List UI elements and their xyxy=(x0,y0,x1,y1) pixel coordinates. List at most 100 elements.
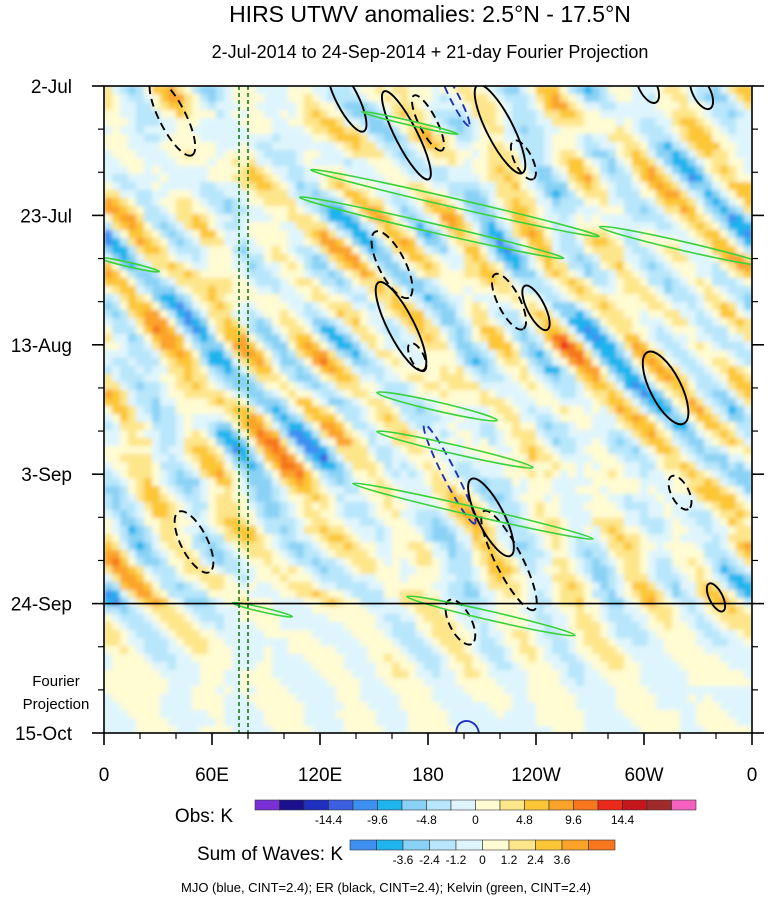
field-cell xyxy=(200,110,209,119)
field-cell xyxy=(352,238,361,247)
field-cell xyxy=(280,502,289,511)
field-cell xyxy=(624,494,633,503)
field-cell xyxy=(104,286,113,295)
field-cell xyxy=(544,462,553,471)
field-cell xyxy=(280,350,289,359)
field-cell xyxy=(600,294,609,303)
field-cell xyxy=(264,278,273,287)
field-cell xyxy=(200,278,209,287)
field-cell xyxy=(200,366,209,375)
field-cell xyxy=(368,478,377,487)
field-cell xyxy=(600,454,609,463)
field-cell xyxy=(312,318,321,327)
field-cell xyxy=(288,478,297,487)
field-cell xyxy=(256,190,265,199)
field-cell xyxy=(528,246,537,255)
field-cell xyxy=(600,350,609,359)
field-cell xyxy=(424,174,433,183)
field-cell xyxy=(504,486,513,495)
field-cell xyxy=(640,158,649,167)
field-cell xyxy=(744,390,752,399)
field-cell xyxy=(240,438,249,447)
field-cell xyxy=(640,142,649,151)
field-cell xyxy=(152,414,161,423)
field-cell xyxy=(448,542,457,551)
field-cell xyxy=(152,310,161,319)
field-cell xyxy=(576,102,585,111)
field-cell xyxy=(448,478,457,487)
field-cell xyxy=(512,206,521,215)
field-cell xyxy=(688,310,697,319)
field-cell xyxy=(728,190,737,199)
field-cell xyxy=(480,110,489,119)
field-cell xyxy=(288,446,297,455)
field-cell xyxy=(344,294,353,303)
field-cell xyxy=(440,182,449,191)
field-cell xyxy=(328,414,337,423)
field-cell xyxy=(616,198,625,207)
field-cell xyxy=(168,238,177,247)
field-cell xyxy=(408,254,417,263)
field-cell xyxy=(216,390,225,399)
field-cell xyxy=(296,102,305,111)
field-cell xyxy=(328,334,337,343)
field-cell xyxy=(488,278,497,287)
field-cell xyxy=(696,230,705,239)
field-cell xyxy=(640,86,649,95)
field-cell xyxy=(400,102,409,111)
field-cell xyxy=(320,318,329,327)
field-cell xyxy=(256,526,265,535)
field-cell xyxy=(704,262,713,271)
field-cell xyxy=(160,302,169,311)
field-cell xyxy=(504,190,513,199)
field-cell xyxy=(136,470,145,479)
field-cell xyxy=(184,318,193,327)
field-cell xyxy=(144,438,153,447)
field-cell xyxy=(480,238,489,247)
field-cell xyxy=(712,534,721,543)
field-cell xyxy=(312,126,321,135)
field-cell xyxy=(208,174,217,183)
field-cell xyxy=(384,262,393,271)
field-cell xyxy=(408,222,417,231)
field-cell xyxy=(696,238,705,247)
field-cell xyxy=(736,110,745,119)
field-cell xyxy=(376,182,385,191)
field-cell xyxy=(488,374,497,383)
field-cell xyxy=(424,510,433,519)
field-cell xyxy=(136,174,145,183)
field-cell xyxy=(328,574,337,583)
field-cell xyxy=(536,142,545,151)
field-cell xyxy=(712,446,721,455)
field-cell xyxy=(200,302,209,311)
field-cell xyxy=(104,446,113,455)
field-cell xyxy=(272,310,281,319)
field-cell xyxy=(552,438,561,447)
field-cell xyxy=(360,270,369,279)
field-cell xyxy=(472,190,481,199)
field-cell xyxy=(304,510,313,519)
field-cell xyxy=(504,334,513,343)
field-cell xyxy=(544,110,553,119)
field-cell xyxy=(744,454,752,463)
field-cell xyxy=(360,574,369,583)
field-cell xyxy=(168,438,177,447)
field-cell xyxy=(568,230,577,239)
field-cell xyxy=(448,342,457,351)
field-cell xyxy=(408,318,417,327)
field-cell xyxy=(688,534,697,543)
field-cell xyxy=(736,118,745,127)
field-cell xyxy=(696,478,705,487)
field-cell xyxy=(416,214,425,223)
field-cell xyxy=(464,534,473,543)
field-cell xyxy=(312,158,321,167)
field-cell xyxy=(680,358,689,367)
field-cell xyxy=(664,526,673,535)
field-cell xyxy=(416,110,425,119)
field-cell xyxy=(408,406,417,415)
field-cell xyxy=(592,326,601,335)
field-cell xyxy=(320,326,329,335)
field-cell xyxy=(704,182,713,191)
field-cell xyxy=(160,510,169,519)
field-cell xyxy=(224,110,233,119)
